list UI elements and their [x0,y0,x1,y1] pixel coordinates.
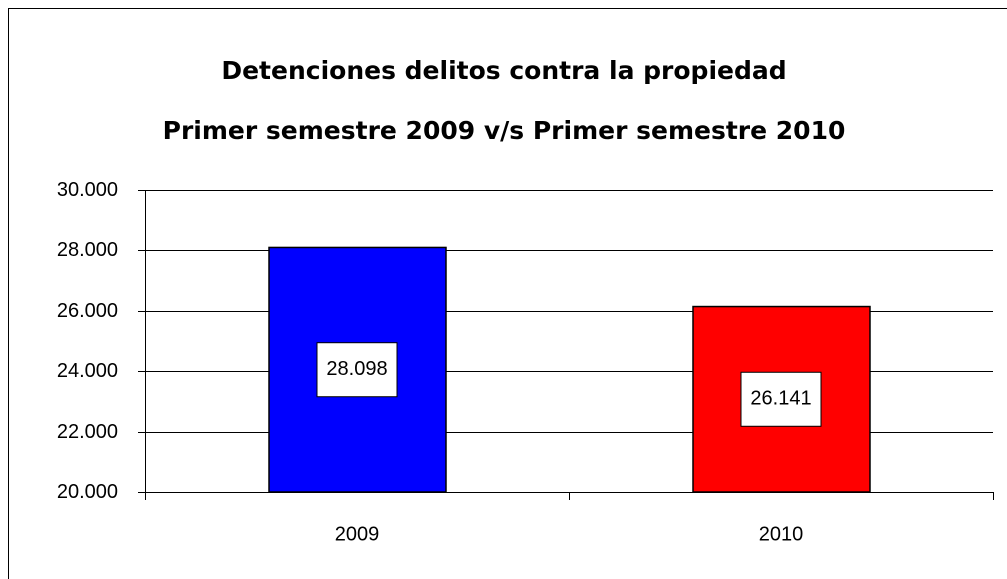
y-tick-label: 20.000 [57,481,118,503]
value-label-box [316,342,398,398]
y-tick-label: 26.000 [57,300,118,322]
chart-border [8,8,1007,579]
value-label: 28.098 [326,358,387,380]
x-tick-label: 2010 [759,523,804,545]
value-label: 26.141 [750,388,811,410]
y-tick-label: 30.000 [57,179,118,201]
y-tick-label: 24.000 [57,360,118,382]
value-label-box [740,371,822,427]
y-tick-label: 22.000 [57,421,118,443]
x-tick-label: 2009 [335,523,380,545]
chart-title: Primer semestre 2009 v/s Primer semestre… [163,116,846,145]
y-tick-label: 28.000 [57,239,118,261]
chart-title: Detenciones delitos contra la propiedad [221,56,786,85]
